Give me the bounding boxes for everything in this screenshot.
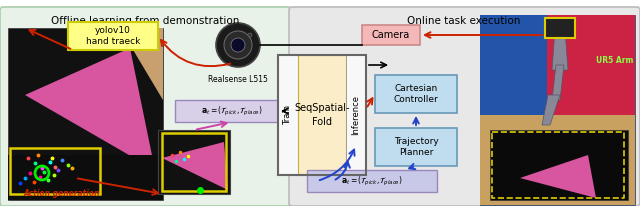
Text: UR5 Arm: UR5 Arm: [596, 55, 633, 64]
FancyBboxPatch shape: [362, 25, 420, 45]
Text: Online task execution: Online task execution: [407, 16, 521, 26]
Polygon shape: [542, 95, 560, 125]
FancyBboxPatch shape: [375, 128, 457, 166]
Circle shape: [216, 23, 260, 67]
Text: Cartesian
Controller: Cartesian Controller: [394, 84, 438, 104]
Text: Action generation: Action generation: [24, 189, 100, 198]
Polygon shape: [162, 142, 228, 190]
FancyBboxPatch shape: [480, 15, 635, 205]
Text: Offline learning from demonstration: Offline learning from demonstration: [51, 16, 239, 26]
Text: SeqSpatial-
Fold: SeqSpatial- Fold: [294, 103, 349, 127]
FancyBboxPatch shape: [278, 55, 298, 175]
FancyBboxPatch shape: [480, 15, 635, 125]
FancyBboxPatch shape: [68, 22, 158, 50]
Polygon shape: [520, 155, 596, 198]
Text: Camera: Camera: [372, 30, 410, 40]
FancyBboxPatch shape: [175, 100, 288, 122]
Polygon shape: [552, 65, 564, 100]
Text: $\mathbf{a}_t = (\mathcal{T}_{pick}, \mathcal{T}_{place})$: $\mathbf{a}_t = (\mathcal{T}_{pick}, \ma…: [341, 174, 403, 187]
FancyBboxPatch shape: [480, 15, 547, 125]
FancyBboxPatch shape: [545, 18, 575, 38]
Polygon shape: [80, 28, 163, 100]
FancyBboxPatch shape: [375, 75, 457, 113]
Polygon shape: [490, 130, 628, 200]
FancyBboxPatch shape: [0, 7, 291, 206]
Polygon shape: [552, 30, 568, 70]
FancyBboxPatch shape: [480, 115, 635, 205]
Text: $\mathbf{a}_t = (\mathcal{T}_{pick}, \mathcal{T}_{place})$: $\mathbf{a}_t = (\mathcal{T}_{pick}, \ma…: [200, 104, 262, 118]
Text: Realsense L515: Realsense L515: [208, 75, 268, 84]
FancyBboxPatch shape: [346, 55, 366, 175]
Text: Trajectory
Planner: Trajectory Planner: [394, 137, 438, 157]
FancyBboxPatch shape: [307, 170, 437, 192]
Circle shape: [224, 31, 252, 59]
FancyBboxPatch shape: [8, 155, 163, 200]
Circle shape: [231, 38, 245, 52]
FancyBboxPatch shape: [158, 130, 230, 194]
Text: Inference: Inference: [351, 95, 360, 135]
FancyBboxPatch shape: [298, 55, 346, 175]
FancyBboxPatch shape: [8, 28, 163, 200]
Circle shape: [248, 33, 252, 37]
FancyBboxPatch shape: [278, 55, 366, 175]
Text: yolov10
hand traeck: yolov10 hand traeck: [86, 26, 140, 46]
Text: Train: Train: [284, 105, 292, 125]
Polygon shape: [25, 48, 155, 170]
FancyBboxPatch shape: [289, 7, 640, 206]
